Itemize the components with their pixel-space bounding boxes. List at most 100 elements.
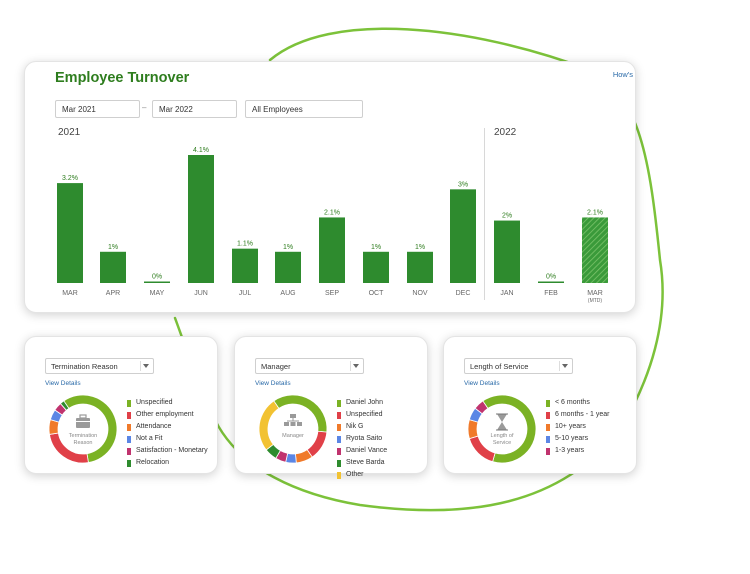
bar-oct-7[interactable]: [363, 251, 389, 283]
dropdown-separator: [140, 361, 141, 371]
bar-value-label: 1%: [108, 244, 118, 251]
year-label-2022: 2022: [494, 127, 517, 138]
bar-jan-10[interactable]: [494, 220, 520, 283]
population-select[interactable]: All Employees: [245, 100, 363, 118]
turnover-bar-chart: 3.2% MAR 1% APR 0% MAY 4.1% JUN 1.1% JUL 1% AUG 2.1%…: [57, 147, 608, 304]
legend-label: Not a Fit: [136, 435, 163, 442]
legend-swatch: [546, 399, 550, 407]
legend-swatch: [546, 411, 550, 419]
manager-card: Manager View Details Manager Daniel John Uns…: [234, 336, 428, 479]
legend-swatch: [337, 435, 341, 443]
category-label: NOV: [412, 290, 428, 297]
legend-item[interactable]: < 6 months: [546, 397, 609, 409]
bar-mar-12[interactable]: [582, 217, 608, 283]
length-of-service-card: Length of Service View Details Length of Se…: [443, 336, 637, 474]
legend-item[interactable]: Daniel Vance: [337, 445, 387, 457]
legend-swatch: [337, 411, 341, 419]
category-label: APR: [106, 290, 120, 297]
legend-label: Unspecified: [136, 399, 173, 406]
category-label: DEC: [456, 290, 471, 297]
view-details-link[interactable]: View Details: [45, 380, 81, 387]
legend-item[interactable]: Unspecified: [337, 409, 387, 421]
termination-reason-card: Termination Reason View Details Terminatio…: [24, 336, 218, 474]
legend-item[interactable]: Not a Fit: [127, 433, 208, 445]
category-label: MAY: [150, 290, 165, 297]
help-link[interactable]: How's: [612, 70, 633, 79]
bar-apr-1[interactable]: [100, 251, 126, 283]
legend-swatch: [127, 435, 131, 443]
donut-segment[interactable]: [467, 419, 479, 440]
org-chart-icon: [284, 414, 302, 426]
category-label: AUG: [280, 290, 295, 297]
donut-hole: [58, 404, 108, 454]
bar-mar-0[interactable]: [57, 183, 83, 283]
legend-label: 1-3 years: [555, 447, 585, 454]
bar-may-2[interactable]: [144, 281, 170, 284]
bar-value-label: 0%: [152, 274, 162, 281]
bar-aug-5[interactable]: [275, 251, 301, 283]
legend-swatch: [127, 423, 131, 431]
start-date-field[interactable]: Mar 2021: [55, 100, 140, 118]
category-label: FEB: [544, 290, 558, 297]
bar-feb-11[interactable]: [538, 281, 564, 284]
legend-swatch: [546, 435, 550, 443]
category-label: MAR: [62, 290, 78, 297]
legend-item[interactable]: 10+ years: [546, 421, 609, 433]
bar-jul-4[interactable]: [232, 248, 258, 283]
bar-value-label: 4.1%: [193, 147, 209, 154]
legend-item[interactable]: Relocation: [127, 457, 208, 469]
category-label: OCT: [369, 290, 385, 297]
legend-label: < 6 months: [555, 399, 590, 406]
legend-swatch: [337, 471, 341, 479]
dropdown-value: Length of Service: [470, 362, 529, 371]
legend-item[interactable]: 5-10 years: [546, 433, 609, 445]
legend-item[interactable]: Other: [337, 469, 387, 481]
legend-swatch: [127, 411, 131, 419]
legend-swatch: [127, 399, 131, 407]
legend-label: Ryota Saito: [346, 435, 383, 442]
chevron-down-icon: [562, 364, 568, 368]
donut-segment[interactable]: [59, 400, 70, 411]
bar-dec-9[interactable]: [450, 189, 476, 283]
donut-segment[interactable]: [258, 400, 280, 451]
legend-item[interactable]: Other employment: [127, 409, 208, 421]
legend-item[interactable]: Unspecified: [127, 397, 208, 409]
legend-item[interactable]: Steve Barda: [337, 457, 387, 469]
end-date-field[interactable]: Mar 2022: [152, 100, 237, 118]
legend-label: 10+ years: [555, 423, 586, 430]
legend-item[interactable]: Nik G: [337, 421, 387, 433]
legend-item[interactable]: Satisfaction - Monetary: [127, 445, 208, 457]
view-details-link[interactable]: View Details: [464, 380, 500, 387]
legend-label: Unspecified: [346, 411, 383, 418]
legend-label: Steve Barda: [346, 459, 385, 466]
view-details-link[interactable]: View Details: [255, 380, 291, 387]
legend-item[interactable]: Attendance: [127, 421, 208, 433]
bar-jun-3[interactable]: [188, 155, 214, 283]
category-label: SEP: [325, 290, 339, 297]
donut-center-label: Reason: [74, 440, 93, 446]
legend-item[interactable]: 6 months - 1 year: [546, 409, 609, 421]
bar-sep-6[interactable]: [319, 217, 345, 283]
donut-segment[interactable]: [474, 400, 489, 415]
legend-swatch: [337, 459, 341, 467]
donut-legend: < 6 months 6 months - 1 year 10+ years 5-10…: [546, 397, 609, 457]
bar-value-label: 2.1%: [324, 209, 340, 216]
legend-item[interactable]: Ryota Saito: [337, 433, 387, 445]
legend-swatch: [127, 459, 131, 467]
legend-item[interactable]: Daniel John: [337, 397, 387, 409]
bar-nov-8[interactable]: [407, 251, 433, 283]
legend-label: Daniel John: [346, 399, 383, 406]
legend-swatch: [337, 447, 341, 455]
legend-swatch: [546, 447, 550, 455]
category-label: JUL: [239, 290, 252, 297]
termination-reason-dropdown[interactable]: Termination Reason: [45, 358, 154, 374]
length-of-service-dropdown[interactable]: Length of Service: [464, 358, 573, 374]
manager-dropdown[interactable]: Manager: [255, 358, 364, 374]
legend-item[interactable]: 1-3 years: [546, 445, 609, 457]
donut-chart: Manager: [258, 394, 328, 464]
donut-legend: Unspecified Other employment Attendance Not…: [127, 397, 208, 469]
chevron-down-icon: [143, 364, 149, 368]
legend-label: 6 months - 1 year: [555, 411, 610, 418]
